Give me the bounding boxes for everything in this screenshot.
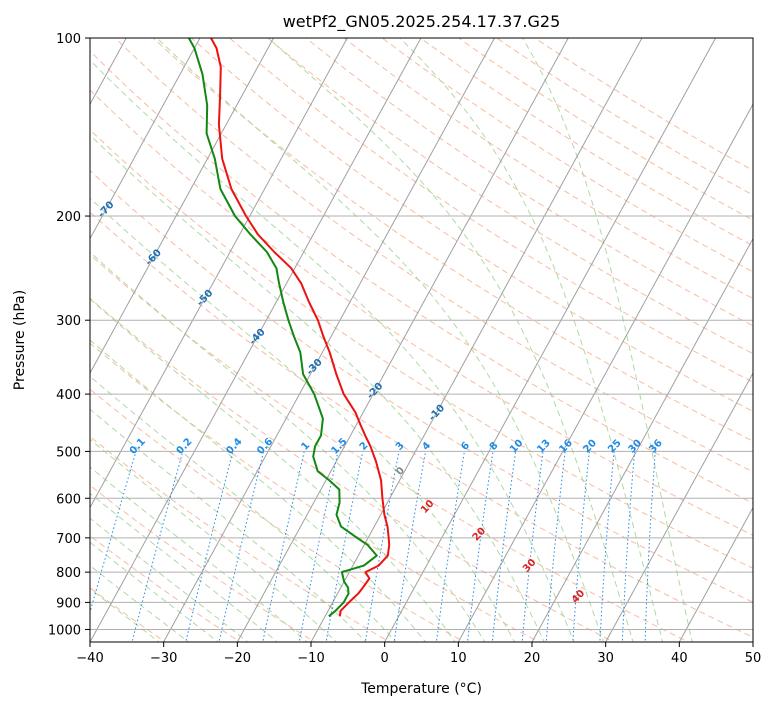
dry-adiabat (533, 38, 753, 171)
mixing-ratio-line (599, 451, 615, 642)
isotherm-line (90, 38, 201, 240)
isotherm-line (457, 103, 753, 642)
dry-adiabat (190, 38, 753, 412)
mixing-ratio-line (364, 451, 400, 642)
moist-adiabat (521, 38, 693, 642)
x-axis-label: Temperature (°C) (360, 681, 482, 697)
mixing-ratio-line (545, 451, 566, 642)
dewpoint-profile (188, 38, 378, 618)
y-axis-label: Pressure (hPa) (12, 290, 28, 390)
y-tick-label: 500 (56, 445, 81, 460)
moist-adiabat (156, 38, 605, 642)
isotherm-line (163, 38, 496, 642)
moist-adiabat (90, 517, 249, 642)
x-tick-label: 30 (597, 651, 614, 666)
x-tick-label: 20 (524, 651, 541, 666)
y-tick-label: 400 (56, 388, 81, 403)
isotherm-line (90, 38, 422, 642)
isotherm-line (90, 38, 348, 509)
x-tick-label: −10 (297, 651, 324, 666)
mixing-ratio-line (466, 451, 494, 642)
dry-adiabat (90, 50, 753, 504)
mixing-ratio-line (393, 451, 427, 642)
dry-adiabat (90, 169, 753, 603)
mixing-ratio-line (218, 451, 265, 642)
moist-adiabat (90, 408, 367, 642)
x-tick-label: 10 (450, 651, 467, 666)
mixing-ratio-line (621, 451, 636, 642)
moist-adiabat (90, 339, 427, 642)
moist-adiabat (90, 492, 279, 642)
isotherm-line (90, 38, 275, 375)
dry-adiabat (267, 38, 753, 355)
dry-adiabat (90, 297, 615, 642)
x-tick-label: −40 (76, 651, 103, 666)
y-tick-label: 1000 (48, 623, 81, 638)
isotherm-line (236, 38, 569, 642)
x-tick-label: 50 (745, 651, 762, 666)
y-tick-label: 900 (56, 596, 81, 611)
x-tick-label: 40 (671, 651, 688, 666)
x-tick-label: −20 (224, 651, 251, 666)
isotherm-line (605, 372, 753, 642)
chart-title: wetPf2_GN05.2025.254.17.37.G25 (283, 12, 561, 32)
y-tick-label: 700 (56, 532, 81, 547)
mixing-ratio-line (90, 451, 137, 615)
dry-adiabat (90, 435, 391, 642)
x-tick-label: 0 (381, 651, 389, 666)
isotherm-line (384, 38, 717, 642)
dry-adiabat (90, 211, 753, 638)
x-tick-label: −30 (150, 651, 177, 666)
moist-adiabat (90, 251, 486, 642)
dry-adiabat (228, 38, 753, 383)
isotherm-line (678, 506, 753, 642)
x-axis-ticks: −40 −30 −20 −10 0 10 20 30 40 50 (76, 642, 761, 666)
mixing-ratio-line (298, 451, 339, 642)
moist-adiabat (90, 59, 575, 642)
dry-adiabat (343, 38, 753, 300)
y-tick-label: 100 (56, 32, 81, 47)
y-tick-label: 800 (56, 566, 81, 581)
dry-adiabat (114, 38, 753, 473)
y-axis-ticks: 100 200 300 400 500 600 700 800 900 1000 (48, 32, 90, 638)
mixing-ratio-line (521, 451, 544, 642)
mixing-ratio-line (262, 451, 305, 642)
mixing-ratio-line (644, 451, 656, 642)
mixing-ratio-line (572, 451, 590, 642)
mixing-ratio-line (185, 451, 234, 642)
mixing-ratio-line (435, 451, 465, 642)
moist-adiabat (90, 375, 397, 642)
dry-adiabat (457, 38, 753, 221)
dry-adiabat (90, 89, 753, 536)
profile-curves (188, 38, 391, 618)
dry-adiabat (90, 129, 753, 569)
moist-adiabat (90, 298, 456, 642)
background-lines (90, 38, 753, 642)
dry-adiabat (495, 38, 753, 196)
mixing-ratio-line (325, 451, 364, 642)
isotherm-line (531, 237, 753, 642)
pressure-gridlines (90, 38, 753, 630)
dry-adiabat (305, 38, 753, 327)
isotherm-line (310, 38, 643, 642)
dry-adiabat (381, 38, 753, 273)
y-tick-label: 600 (56, 492, 81, 507)
moist-adiabat (399, 38, 664, 642)
mixing-ratio-line (131, 451, 184, 642)
moist-adiabat (90, 197, 516, 642)
dry-adiabat (419, 38, 753, 247)
y-tick-label: 200 (56, 210, 81, 225)
mixing-ratio-line (491, 451, 517, 642)
moist-adiabat (90, 565, 190, 642)
plot-frame (89, 37, 754, 643)
temperature-profile (210, 38, 391, 617)
y-tick-label: 300 (56, 314, 81, 329)
